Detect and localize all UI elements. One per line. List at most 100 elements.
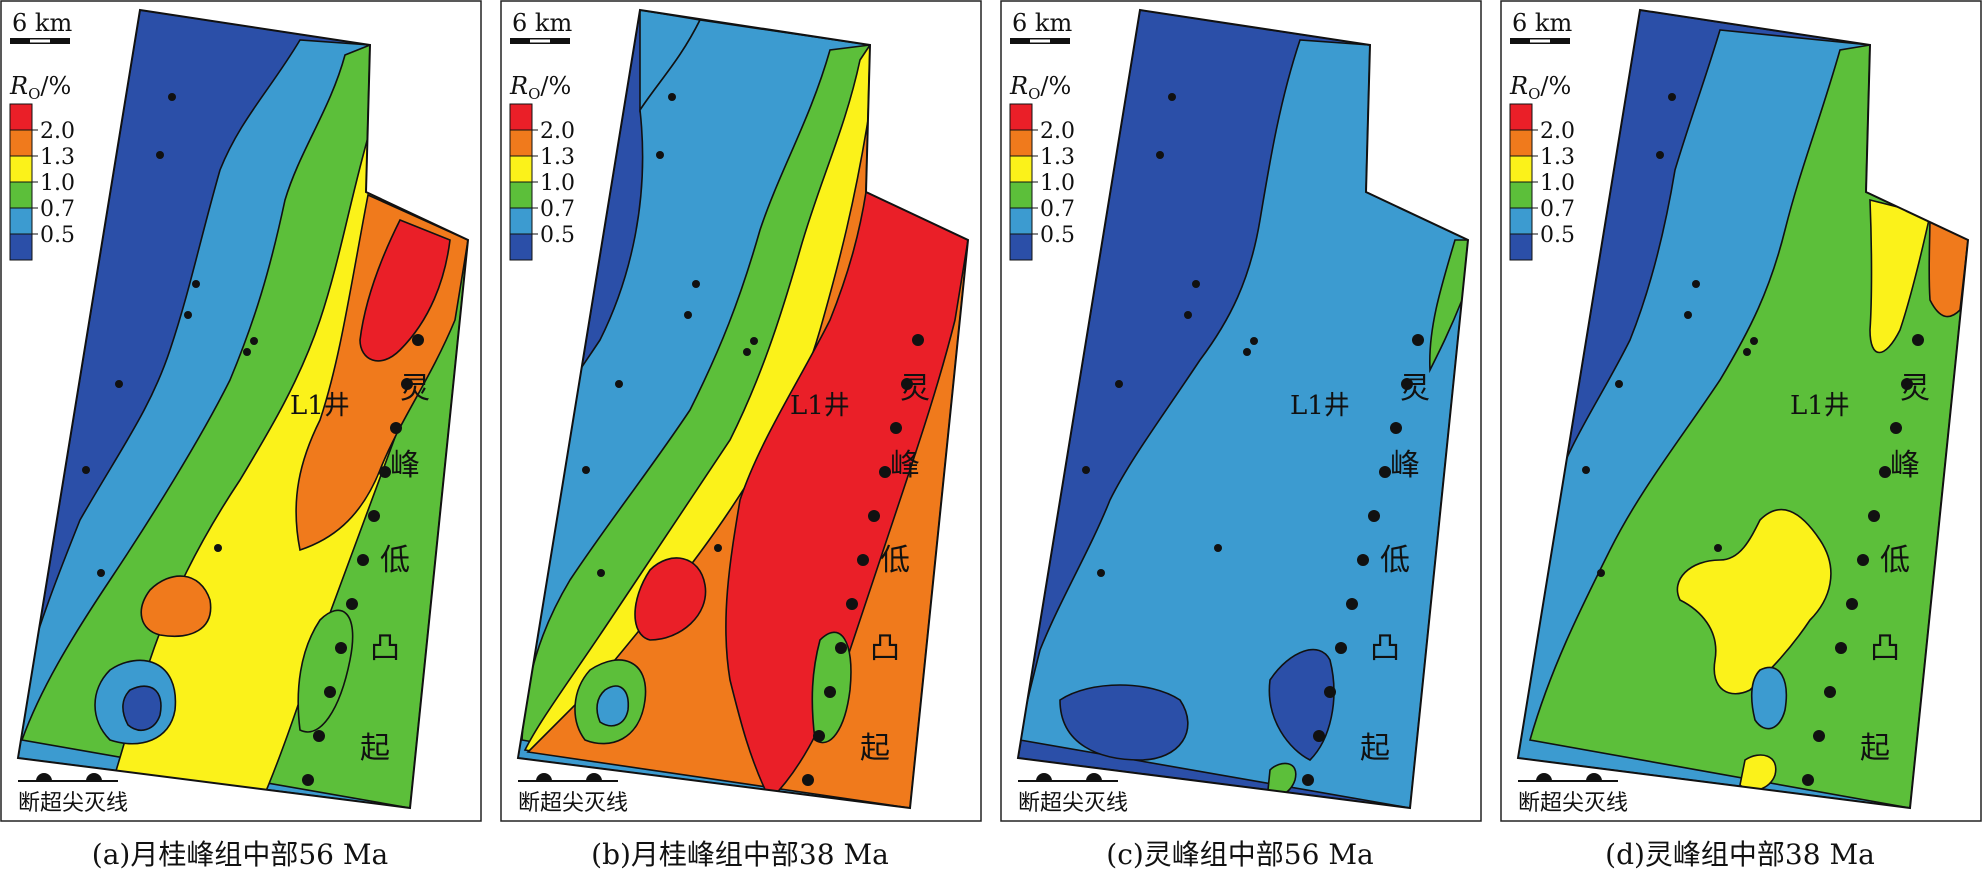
legend-swatch: [9, 233, 33, 261]
well-dot: [1192, 280, 1200, 288]
well-dot: [1250, 337, 1258, 345]
well-dot: [684, 311, 692, 319]
uplift-label-char: 灵: [400, 371, 430, 406]
well-dot: [1615, 380, 1623, 388]
well-dot: [1115, 380, 1123, 388]
legend-tick-label: 1.0: [540, 171, 575, 196]
well-dot: [743, 348, 751, 356]
legend-tick-label: 0.5: [540, 223, 575, 248]
study-area-outline: [16, 8, 470, 810]
well-dot: [692, 280, 700, 288]
uplift-label-char: 峰: [1390, 448, 1420, 483]
legend-swatch: [509, 233, 533, 261]
scale-label: 6 km: [512, 9, 572, 37]
well-dot: [1684, 311, 1692, 319]
uplift-label-char: 灵: [1900, 371, 1930, 406]
ro-zone-c3: [1528, 44, 1968, 808]
legend-swatch: [1009, 103, 1033, 131]
scale-label: 6 km: [1012, 9, 1072, 37]
well-dot: [97, 569, 105, 577]
ro-zone-c1: [1059, 684, 1189, 761]
legend-tick-label: 2.0: [540, 119, 575, 144]
uplift-label-char: 峰: [390, 448, 420, 483]
panel-caption: (d)灵峰组中部38 Ma: [1605, 838, 1875, 871]
well-dot: [82, 466, 90, 474]
legend-tick-label: 0.5: [1540, 223, 1575, 248]
fault-legend: 断超尖灭线: [1018, 773, 1128, 816]
legend-swatch: [1009, 155, 1033, 183]
uplift-label-char: 灵: [1400, 371, 1430, 406]
well-dot: [250, 337, 258, 345]
legend-swatch: [9, 155, 33, 183]
legend-swatch: [9, 181, 33, 209]
uplift-label-char: 低: [380, 543, 410, 578]
legend-swatch: [1009, 129, 1033, 157]
ro-zone-c1: [122, 685, 162, 731]
uplift-label-char: 峰: [890, 448, 920, 483]
legend-tick-label: 2.0: [1540, 119, 1575, 144]
ro-zone-c3: [297, 609, 354, 733]
legend-tick-label: 1.3: [1040, 145, 1075, 170]
well-label-l1: L1井: [1790, 391, 1850, 421]
well-label-l1: L1井: [1290, 391, 1350, 421]
uplift-label-char: 起: [360, 731, 390, 766]
ro-legend: RO/% 2.01.31.00.70.5: [509, 72, 575, 261]
ro-zone-c2: [596, 685, 630, 727]
well-dot: [656, 151, 664, 159]
uplift-label-char: 起: [1360, 731, 1390, 766]
ro-zone-c2: [1019, 39, 1468, 808]
well-dot: [214, 544, 222, 552]
fault-legend: 断超尖灭线: [1518, 773, 1628, 816]
well-dot: [1656, 151, 1664, 159]
ro-legend: RO/% 2.01.31.00.70.5: [9, 72, 75, 261]
fault-legend-label: 断超尖灭线: [1518, 791, 1628, 816]
fault-legend-label: 断超尖灭线: [518, 791, 628, 816]
well-dot: [668, 93, 676, 101]
well-dot: [1750, 337, 1758, 345]
uplift-label-char: 凸: [1870, 631, 1900, 666]
legend-tick-label: 1.0: [1040, 171, 1075, 196]
well-dot: [1243, 348, 1251, 356]
well-dot: [1097, 569, 1105, 577]
uplift-label-char: 灵: [900, 371, 930, 406]
maturity-zones: [18, 10, 468, 808]
scale-label: 6 km: [12, 9, 72, 37]
uplift-label-char: 起: [1860, 731, 1890, 766]
well-dot: [156, 151, 164, 159]
ro-zone-c2: [1750, 666, 1787, 730]
well-label-l1: L1井: [290, 391, 350, 421]
legend-title: RO/%: [1509, 72, 1571, 103]
legend-tick-label: 0.5: [1040, 223, 1075, 248]
legend-swatch: [1009, 207, 1033, 235]
study-area-outline: [516, 8, 970, 810]
legend-tick-label: 0.7: [540, 197, 575, 222]
well-dot: [115, 380, 123, 388]
well-dot: [1184, 311, 1192, 319]
well-dot: [1168, 93, 1176, 101]
well-dot: [243, 348, 251, 356]
well-dot: [1743, 348, 1751, 356]
well-dot: [1597, 569, 1605, 577]
study-area-outline: [1516, 8, 1970, 810]
ro-zone-c3: [1428, 239, 1468, 374]
fault-pinchout-line: [302, 334, 424, 786]
fault-legend-label: 断超尖灭线: [1018, 791, 1128, 816]
fault-pinchout-line: [1302, 334, 1424, 786]
legend-tick-label: 0.7: [40, 197, 75, 222]
uplift-label-char: 凸: [1370, 631, 1400, 666]
ro-legend: RO/% 2.01.31.00.70.5: [1009, 72, 1075, 261]
legend-swatch: [1509, 207, 1533, 235]
well-points: [1582, 93, 1758, 577]
legend-tick-label: 1.3: [540, 145, 575, 170]
well-dot: [714, 544, 722, 552]
fault-pinchout-line: [802, 334, 924, 786]
legend-title: RO/%: [1009, 72, 1071, 103]
legend-swatch: [1509, 155, 1533, 183]
legend-tick-label: 1.0: [1540, 171, 1575, 196]
uplift-label-char: 低: [880, 543, 910, 578]
well-dot: [1714, 544, 1722, 552]
uplift-label-char: 低: [1880, 543, 1910, 578]
legend-swatch: [9, 129, 33, 157]
